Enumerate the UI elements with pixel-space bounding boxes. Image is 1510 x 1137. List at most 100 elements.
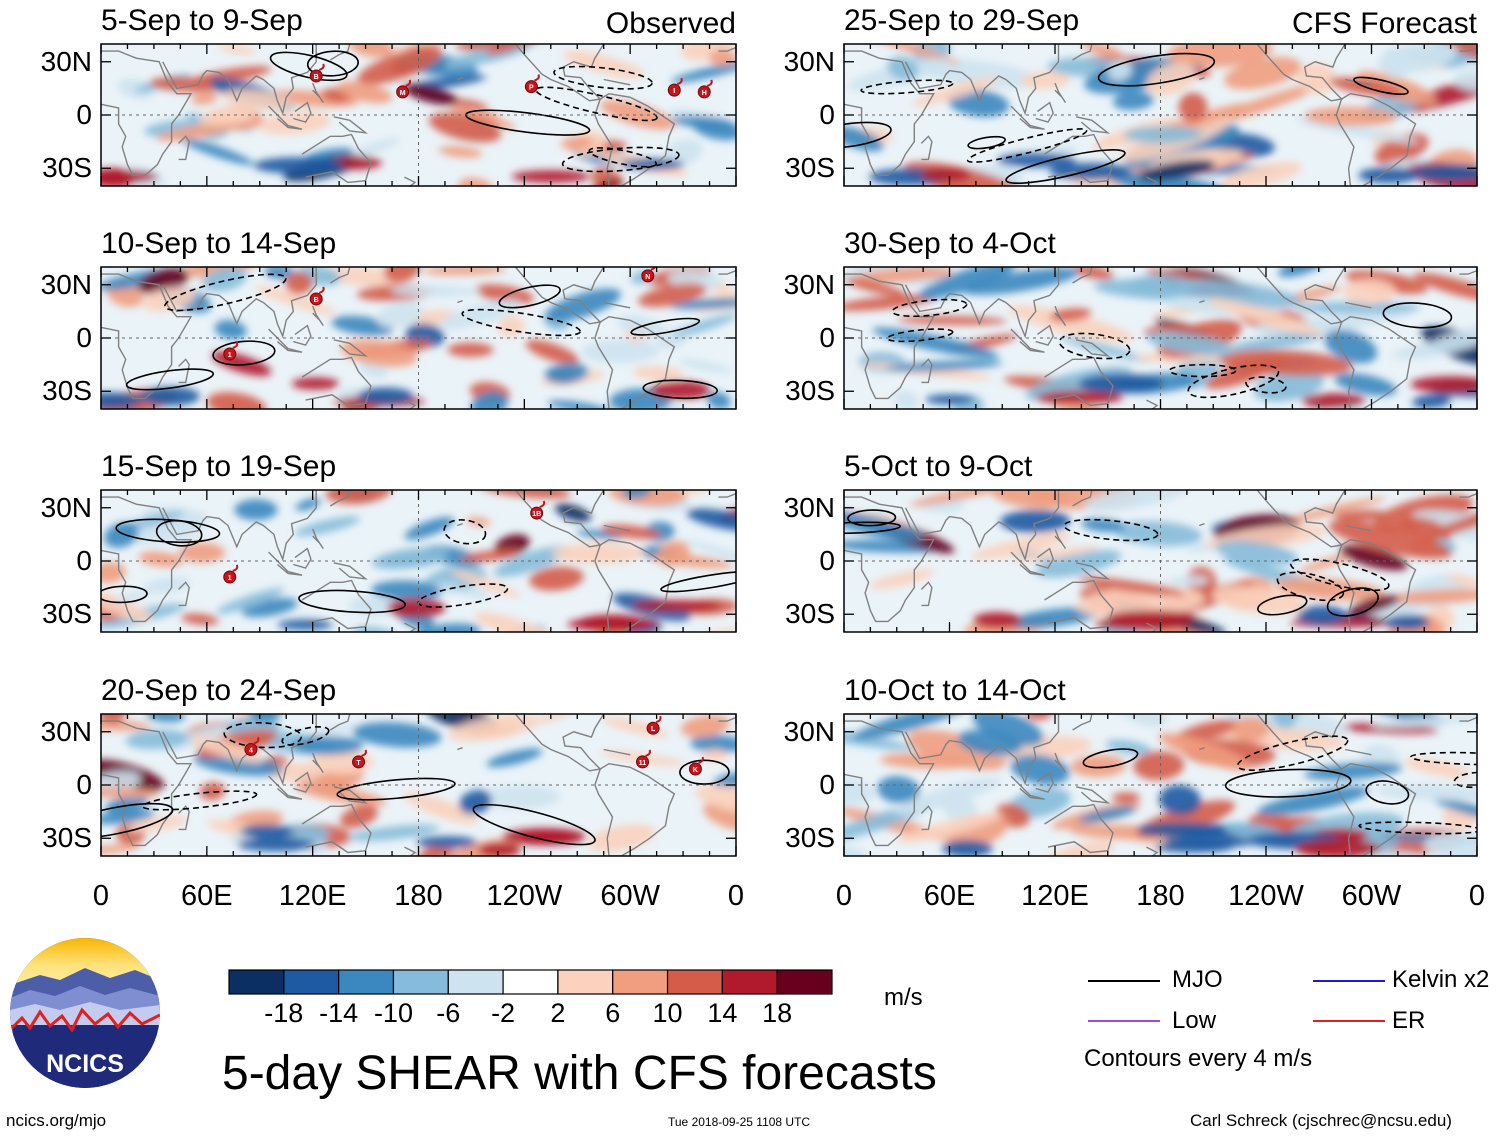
colorbar-label: 14 <box>707 998 738 1028</box>
lon-label-0: 0 <box>92 880 110 912</box>
colorbar-swatch <box>392 969 449 995</box>
storm-marker-1: 1 <box>223 564 239 584</box>
svg-text:H: H <box>702 90 707 97</box>
lon-label-120E: 120E <box>1021 880 1089 912</box>
lat-label-30N: 30N <box>40 45 92 77</box>
colorbar-label: -2 <box>491 998 516 1028</box>
panel-title: 20-Sep to 24-Sep <box>101 674 337 707</box>
svg-text:B: B <box>314 74 319 81</box>
colorbar-swatch <box>228 969 285 995</box>
colorbar-label: -6 <box>436 998 461 1028</box>
lat-label-30S: 30S <box>42 375 92 407</box>
lat-label-30S: 30S <box>42 152 92 184</box>
svg-text:1: 1 <box>228 575 232 582</box>
lat-label-30N: 30N <box>40 715 92 747</box>
storm-marker-B: B <box>309 63 325 83</box>
panel-title: 30-Sep to 4-Oct <box>844 227 1056 260</box>
legend-label-er: ER <box>1392 1007 1426 1034</box>
lon-label-180: 180 <box>394 880 443 912</box>
colorbar-swatch <box>557 969 614 995</box>
svg-text:L: L <box>651 726 656 733</box>
colorbar-swatch <box>447 969 504 995</box>
footer-credit: Carl Schreck (cjschrec@ncsu.edu) <box>1190 1111 1452 1130</box>
map-panel-observed-2: B 1 N <box>100 266 737 410</box>
lon-label-0: 0 <box>1468 880 1486 912</box>
storm-marker-I: I <box>667 77 683 97</box>
lon-label-60W: 60W <box>1341 880 1402 912</box>
lat-label-30S: 30S <box>785 822 835 854</box>
colorbar-label: -14 <box>319 998 359 1028</box>
lat-label-0: 0 <box>76 769 92 800</box>
colorbar-swatch <box>612 969 669 995</box>
colorbar-label: -18 <box>264 998 304 1028</box>
colorbar-swatch <box>502 969 559 995</box>
map-panel-forecast-1 <box>843 43 1478 187</box>
lat-label-30S: 30S <box>785 152 835 184</box>
lon-label-60E: 60E <box>181 880 233 912</box>
svg-text:I: I <box>673 88 675 95</box>
lat-label-30N: 30N <box>783 268 835 300</box>
svg-text:T: T <box>356 760 361 767</box>
lon-label-120E: 120E <box>278 880 347 912</box>
colorbar-label: 18 <box>762 998 793 1028</box>
colorbar-swatch <box>721 969 778 995</box>
colorbar-swatch <box>283 969 340 995</box>
colorbar-label: -10 <box>373 998 413 1028</box>
panel-title: 10-Oct to 14-Oct <box>844 674 1066 707</box>
lat-label-30N: 30N <box>783 45 835 77</box>
map-panel-forecast-4 <box>843 713 1478 857</box>
forecast-label: CFS Forecast <box>1291 7 1477 40</box>
svg-text:M: M <box>400 90 406 97</box>
lat-label-30S: 30S <box>785 375 835 407</box>
legend <box>1088 980 1385 1022</box>
logo-text: NCICS <box>46 1050 124 1078</box>
panel-title: 10-Sep to 14-Sep <box>101 227 337 260</box>
svg-text:4: 4 <box>249 748 253 755</box>
storm-marker-1B: 1B <box>530 500 546 520</box>
storm-marker-K: K <box>688 756 704 776</box>
panel-title: 5-Oct to 9-Oct <box>844 450 1033 483</box>
svg-text:K: K <box>693 767 698 774</box>
units-label: m/s <box>884 984 923 1011</box>
svg-text:1B: 1B <box>532 511 541 518</box>
lat-label-30N: 30N <box>783 491 835 523</box>
map-panel-observed-4: 4 T L 11 K <box>100 713 737 857</box>
storm-marker-H: H <box>697 79 713 99</box>
svg-text:P: P <box>529 85 534 92</box>
storm-marker-N: N <box>641 267 657 283</box>
colorbar-label: 6 <box>605 998 621 1028</box>
lat-label-0: 0 <box>76 545 92 576</box>
storm-marker-L: L <box>646 715 662 735</box>
lat-label-0: 0 <box>819 545 835 576</box>
storm-marker-4: 4 <box>244 737 260 756</box>
storm-marker-11: 11 <box>636 749 652 769</box>
lat-label-30S: 30S <box>42 822 92 854</box>
colorbar-label: 2 <box>550 998 566 1028</box>
lat-label-30N: 30N <box>40 491 92 523</box>
lat-label-30S: 30S <box>42 598 92 630</box>
figure-title: 5-day SHEAR with CFS forecasts <box>222 1047 937 1100</box>
storm-marker-M: M <box>396 79 412 99</box>
legend-label-mjo: MJO <box>1172 966 1223 993</box>
lat-label-0: 0 <box>819 99 835 130</box>
lon-label-120W: 120W <box>486 880 563 912</box>
storm-marker-T: T <box>352 749 368 769</box>
map-panel-observed-3: 1B 1 <box>100 489 737 633</box>
footer-timestamp: Tue 2018-09-25 1108 UTC <box>668 1115 811 1129</box>
lat-label-0: 0 <box>819 769 835 800</box>
colorbar <box>228 969 833 995</box>
legend-label-low: Low <box>1172 1007 1217 1034</box>
svg-text:1: 1 <box>228 352 232 359</box>
lon-label-180: 180 <box>1136 880 1185 912</box>
storm-marker-B: B <box>309 286 325 306</box>
lon-label-120W: 120W <box>1228 880 1304 912</box>
svg-text:11: 11 <box>639 760 647 767</box>
lon-label-0: 0 <box>727 880 745 912</box>
footer-url[interactable]: ncics.org/mjo <box>6 1111 107 1130</box>
contour-note: Contours every 4 m/s <box>1084 1045 1313 1072</box>
svg-text:B: B <box>314 297 319 304</box>
legend-label-kelvin-x2: Kelvin x2 <box>1392 966 1490 993</box>
lat-label-30S: 30S <box>785 598 835 630</box>
lat-label-30N: 30N <box>783 715 835 747</box>
